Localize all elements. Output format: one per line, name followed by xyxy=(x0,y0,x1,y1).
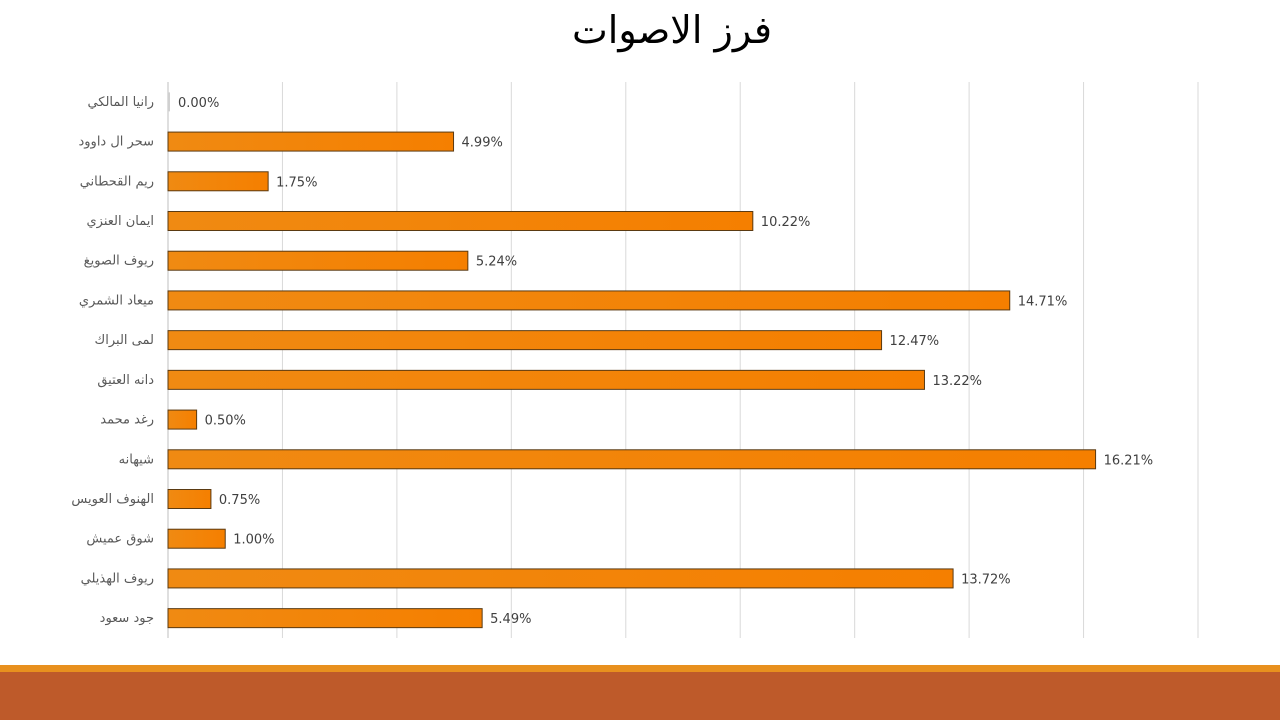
data-label: 13.72% xyxy=(961,572,1011,587)
bar xyxy=(167,369,925,390)
data-label: 1.75% xyxy=(276,175,317,190)
category-label: ريم القحطاني xyxy=(80,174,154,189)
data-label: 5.24% xyxy=(476,255,517,270)
data-label: 10.22% xyxy=(761,215,811,230)
footer-stripe xyxy=(0,665,1280,672)
data-label: 5.49% xyxy=(490,612,531,627)
data-label: 4.99% xyxy=(462,136,503,151)
bar xyxy=(167,449,1097,470)
bar-chart: رانيا المالكي 0.00% سحر ال داوود 4.99% ريم ا… xyxy=(71,82,1199,638)
category-label: لمى البراك xyxy=(95,333,154,348)
footer-bar xyxy=(0,672,1280,720)
bar xyxy=(167,290,1011,311)
category-label: رانيا المالكي xyxy=(87,95,154,110)
data-label: 1.00% xyxy=(233,533,274,548)
category-label: الهنوف العويس xyxy=(71,492,154,507)
category-label: شيهانه xyxy=(119,452,154,467)
category-label: ايمان العنزي xyxy=(86,214,154,229)
category-label: شوق عميش xyxy=(86,532,154,547)
data-label: 13.22% xyxy=(932,374,982,389)
category-label: سحر ال داوود xyxy=(78,135,154,150)
bar xyxy=(167,409,198,430)
bar xyxy=(167,608,483,629)
bar xyxy=(167,250,469,271)
category-label: ريوف الهذيلي xyxy=(81,571,154,586)
bars xyxy=(167,92,1097,629)
data-label: 0.75% xyxy=(219,493,260,508)
bar xyxy=(167,528,226,549)
bar xyxy=(168,92,170,112)
gridlines xyxy=(167,82,1199,638)
bar xyxy=(167,211,754,231)
data-label: 0.00% xyxy=(178,96,219,111)
data-label: 16.21% xyxy=(1104,453,1154,468)
category-label: دانه العتيق xyxy=(97,373,154,388)
slide-title: فرز الاصوات xyxy=(571,8,773,52)
labels: رانيا المالكي 0.00% سحر ال داوود 4.99% ريم ا… xyxy=(71,95,1153,627)
category-label: ريوف الصويغ xyxy=(84,254,154,269)
bar xyxy=(167,330,883,351)
bar xyxy=(167,171,269,192)
data-label: 0.50% xyxy=(205,414,246,429)
category-label: ميعاد الشمري xyxy=(79,293,154,308)
bar xyxy=(167,131,455,152)
bar xyxy=(167,568,954,589)
bar xyxy=(167,489,212,509)
data-label: 12.47% xyxy=(890,334,940,349)
data-label: 14.71% xyxy=(1018,294,1068,309)
category-label: جود سعود xyxy=(100,611,154,626)
category-label: رغد محمد xyxy=(100,413,154,428)
